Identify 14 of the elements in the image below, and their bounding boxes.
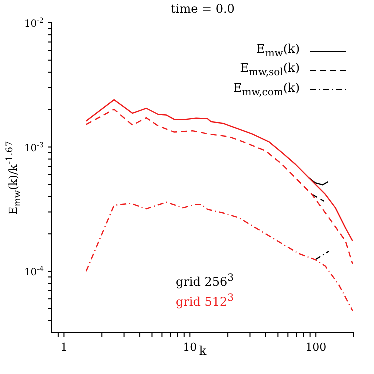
annotation: grid 256$^{3}$ (176, 273, 234, 289)
legend-label: E$_{mw,sol}$(k) (240, 61, 300, 81)
annotation: grid 512$^{3}$ (176, 293, 234, 309)
y-tick-label: 10$^{-3}$ (24, 141, 44, 154)
x-tick-label: 100 (306, 341, 327, 354)
legend-label: E$_{mw}$(k) (256, 42, 300, 62)
x-tick-label: 1 (60, 341, 68, 354)
x-axis-title: k (199, 344, 207, 358)
y-tick-label: 10$^{-2}$ (24, 17, 44, 30)
legend-label: E$_{mw,com}$(k) (233, 80, 300, 100)
line-series (308, 177, 329, 186)
chart-title: time = 0.0 (170, 2, 236, 16)
x-tick-label: 10 (183, 341, 198, 354)
y-tick-label: 10$^{-4}$ (24, 266, 45, 279)
